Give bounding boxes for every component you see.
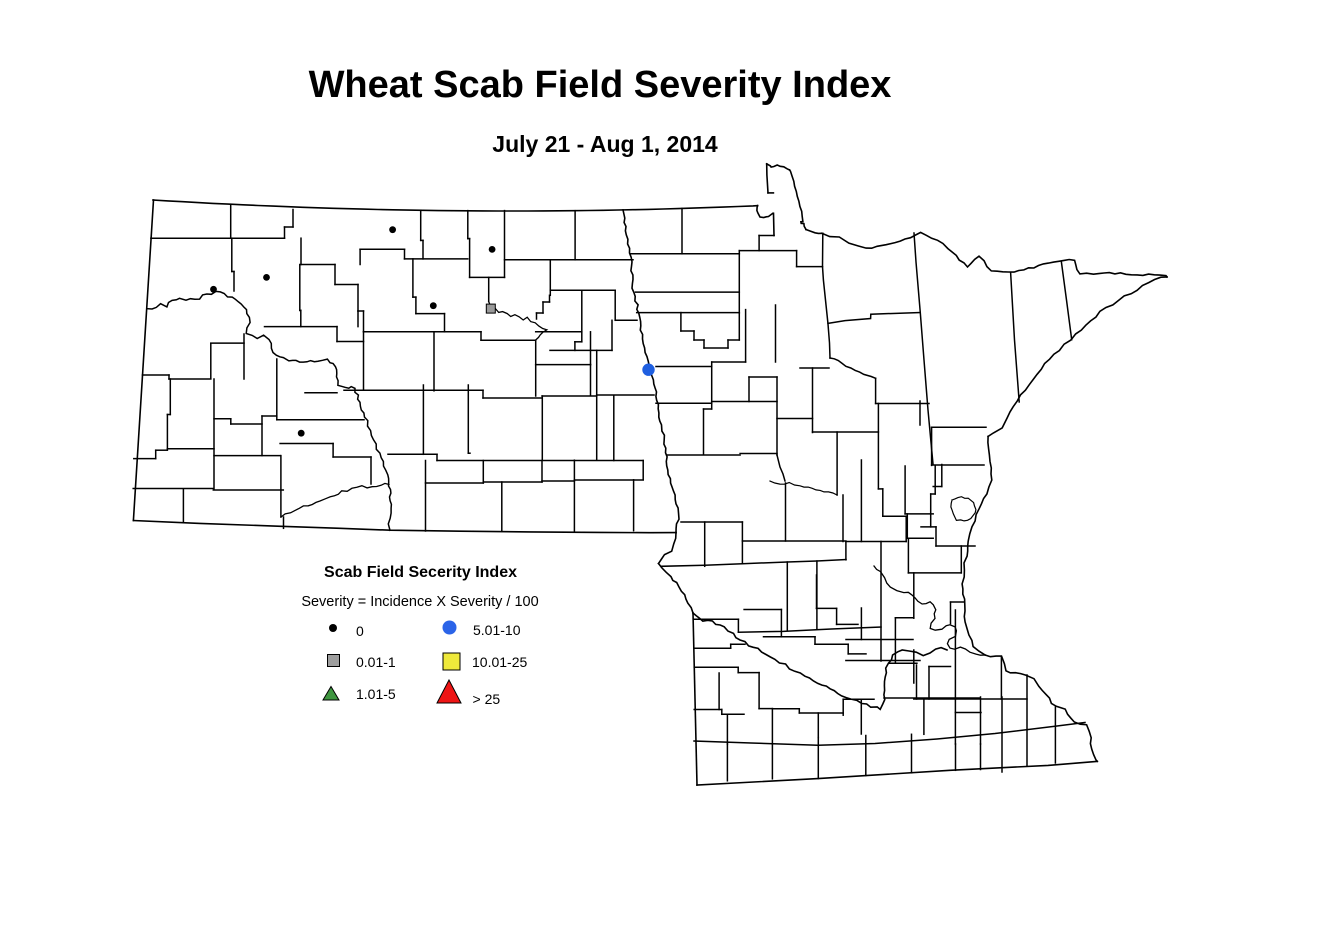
svg-text:> 25: > 25 <box>473 691 501 707</box>
svg-text:10.01-25: 10.01-25 <box>472 654 527 670</box>
svg-text:Wheat Scab Field Severity Inde: Wheat Scab Field Severity Index <box>309 64 892 106</box>
svg-text:0.01-1: 0.01-1 <box>356 654 396 670</box>
svg-text:July 21 - Aug 1, 2014: July 21 - Aug 1, 2014 <box>492 131 718 157</box>
svg-text:Scab Field Secerity Index: Scab Field Secerity Index <box>324 564 517 581</box>
svg-text:1.01-5: 1.01-5 <box>356 686 396 702</box>
svg-text:Severity = Incidence X Severit: Severity = Incidence X Severity / 100 <box>301 594 538 610</box>
svg-text:5.01-10: 5.01-10 <box>473 622 521 638</box>
svg-text:0: 0 <box>356 623 364 639</box>
